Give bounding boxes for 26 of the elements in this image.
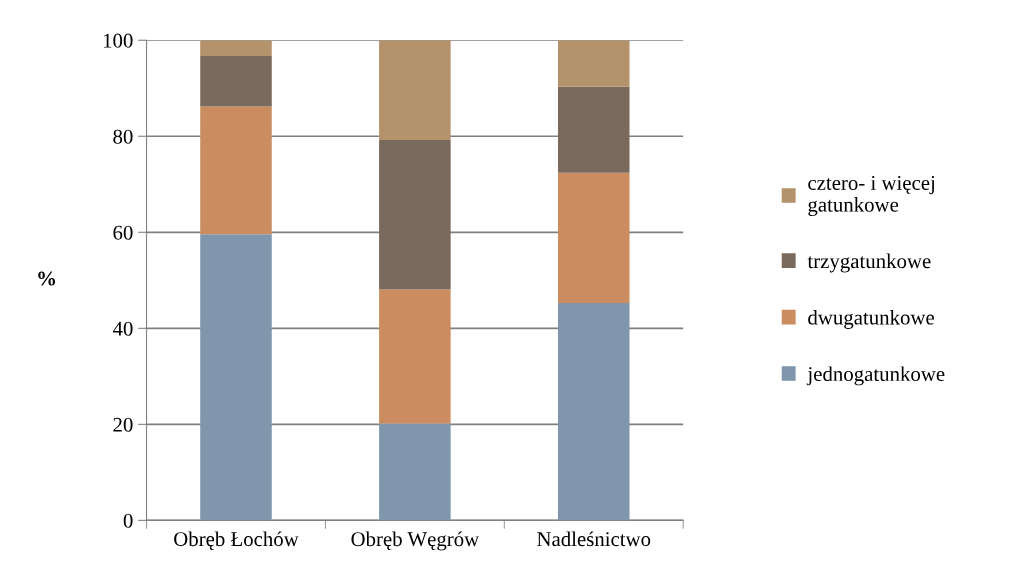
y-axis-title: % bbox=[38, 271, 56, 286]
bar bbox=[200, 40, 272, 57]
bar bbox=[557, 172, 630, 303]
x-tick-label: Obręb Węgrów bbox=[351, 531, 480, 551]
bar bbox=[200, 56, 272, 107]
bar bbox=[200, 106, 272, 235]
y-tick-label: 60 bbox=[113, 225, 133, 240]
y-tick-label: 100 bbox=[103, 33, 133, 48]
legend-label: trzygatunkowe bbox=[807, 253, 931, 273]
bar bbox=[379, 140, 451, 290]
bar bbox=[200, 234, 272, 521]
bar bbox=[379, 423, 451, 521]
bar bbox=[557, 40, 630, 87]
y-tick-label: 40 bbox=[112, 321, 133, 336]
bar bbox=[379, 40, 451, 141]
legend-label: dwugatunkowe bbox=[808, 309, 934, 329]
x-tick-label: Nadleśnictwo bbox=[537, 531, 651, 547]
bar bbox=[557, 86, 630, 173]
legend-label: cztero- i więcej gatunkowe bbox=[808, 175, 935, 216]
bar bbox=[557, 302, 630, 521]
y-tick-label: 0 bbox=[123, 513, 133, 528]
x-tick-label: Obręb Łochów bbox=[174, 531, 299, 551]
bar bbox=[379, 289, 451, 424]
y-tick-label: 20 bbox=[113, 417, 133, 432]
legend-label: jednogatunkowe bbox=[806, 366, 945, 386]
y-tick-label: 80 bbox=[113, 129, 133, 144]
